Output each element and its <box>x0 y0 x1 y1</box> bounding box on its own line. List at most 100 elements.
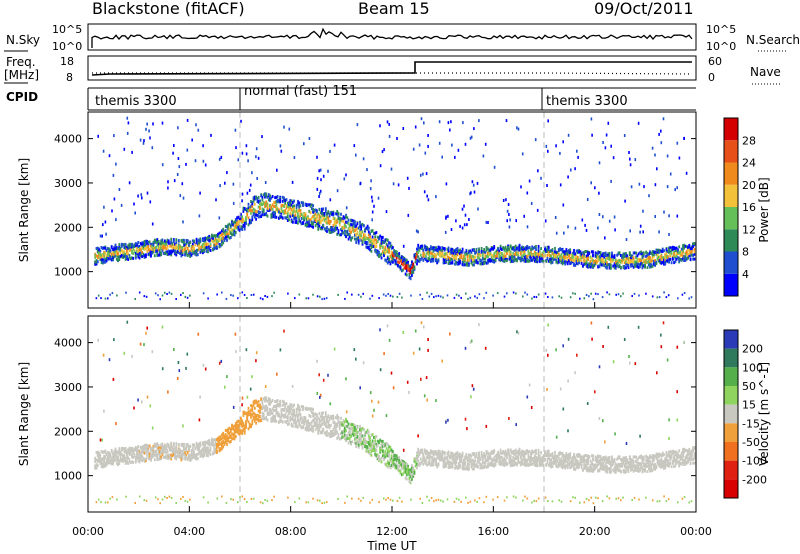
power-cell <box>462 256 465 260</box>
power-cell <box>652 253 655 257</box>
power-cell <box>555 144 557 148</box>
power-cell <box>151 222 154 226</box>
power-cell <box>457 251 460 254</box>
power-cell <box>639 263 641 267</box>
power-cell <box>319 227 322 231</box>
power-cell <box>472 183 475 187</box>
power-cell <box>115 218 117 222</box>
power-cell <box>341 231 344 235</box>
velocity-cell <box>133 447 136 451</box>
power-cell <box>275 195 278 199</box>
power-cell <box>455 255 458 259</box>
power-cell <box>375 231 378 235</box>
velocity-cell <box>651 499 654 502</box>
power-cell <box>208 245 211 249</box>
power-cell <box>351 228 354 232</box>
velocity-cell <box>241 419 244 423</box>
power-cell <box>264 181 267 184</box>
velocity-cell <box>189 445 192 449</box>
power-cell <box>380 240 383 244</box>
velocity-cell <box>202 449 204 453</box>
power-cell <box>395 256 398 260</box>
power-cell <box>684 252 687 256</box>
power-cell <box>471 263 474 267</box>
power-cell <box>355 237 358 241</box>
velocity-cell <box>169 455 171 458</box>
power-cell <box>370 243 373 247</box>
power-cell <box>446 252 449 256</box>
power-cell <box>464 263 466 267</box>
velocity-cell <box>228 426 231 430</box>
power-cell <box>440 249 442 253</box>
power-cell <box>392 295 394 298</box>
velocity-cell <box>134 458 137 462</box>
power-cell <box>650 259 653 263</box>
velocity-cell <box>123 450 126 453</box>
power-cell <box>546 253 549 257</box>
power-cell <box>484 252 487 256</box>
power-cell <box>195 249 198 252</box>
power-cell <box>255 209 257 213</box>
velocity-cell <box>574 496 576 499</box>
power-cell <box>407 262 409 266</box>
power-cell <box>590 250 593 254</box>
power-cell <box>647 260 650 264</box>
power-cell <box>632 257 635 261</box>
power-cell <box>604 146 607 150</box>
velocity-cell <box>266 410 269 414</box>
power-cell <box>421 246 423 250</box>
velocity-cell <box>184 455 187 458</box>
power-cell <box>417 251 420 255</box>
power-cell <box>426 194 428 198</box>
power-cell <box>343 177 346 181</box>
power-cell <box>357 226 360 230</box>
power-cell <box>417 246 420 250</box>
power-cell <box>196 253 199 257</box>
power-cell <box>511 257 513 261</box>
power-cell <box>270 213 273 217</box>
power-cell <box>628 261 631 265</box>
power-cell <box>443 258 446 262</box>
power-cell <box>129 244 132 248</box>
power-cell <box>441 246 444 250</box>
power-cell <box>423 244 426 248</box>
velocity-cell <box>188 445 190 449</box>
power-cell <box>456 253 459 257</box>
power-cell <box>601 296 604 299</box>
power-cell <box>172 239 175 243</box>
power-cell <box>470 191 472 195</box>
power-cell <box>248 206 251 210</box>
power-cell <box>427 257 430 261</box>
power-cell <box>497 247 499 251</box>
power-cell <box>347 227 350 231</box>
power-cell <box>285 211 288 215</box>
power-cell <box>273 291 275 294</box>
power-cell <box>628 251 631 255</box>
velocity-cell <box>265 398 268 402</box>
power-cell <box>468 258 470 262</box>
power-cell <box>642 230 644 234</box>
power-cell <box>255 217 257 221</box>
power-cell <box>138 291 141 294</box>
velocity-cell <box>122 456 124 460</box>
power-cell <box>414 256 417 260</box>
power-cell <box>688 297 690 300</box>
power-cell <box>606 254 608 257</box>
power-cell <box>537 244 540 248</box>
power-cell <box>514 244 517 248</box>
power-cell <box>381 241 384 245</box>
power-cell <box>112 256 114 260</box>
power-cell <box>131 244 133 247</box>
power-cell <box>451 143 453 147</box>
power-cell <box>395 250 398 254</box>
power-cell <box>669 246 672 250</box>
power-cell <box>293 204 295 208</box>
power-cell <box>674 256 677 260</box>
power-cell <box>118 247 121 251</box>
power-cell <box>430 258 432 262</box>
power-cell <box>120 254 123 257</box>
power-cell <box>136 244 138 248</box>
power-cell <box>113 134 115 138</box>
power-cell <box>119 249 122 253</box>
power-cell <box>204 163 207 167</box>
